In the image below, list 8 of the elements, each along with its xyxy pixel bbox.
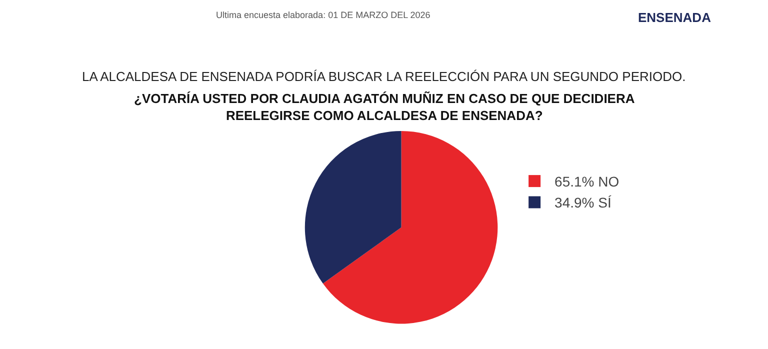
legend-label: 34.9% SÍ [554,194,612,211]
text: ENSENADA [638,10,712,25]
chart-title: LA ALCALDESA DE ENSENADA PODRÍA BUSCAR LA REELECCIÓN PARA UN SEGUNDO PERIODO. [82,69,686,84]
pie-slice [304,130,402,284]
chart-subtitle: ¿VOTARÍA USTED POR CLAUDIA AGATÓN MUÑIZ EN CASO DE QUE DECIDIERA REELEGIRSE COMO ALCALDESA DE ENSENADA? [134,91,636,123]
pie-slice [322,130,498,324]
text: Ultima encuesta elaborada: 01 DE MARZO DEL 2026 [216,10,430,20]
legend-label: 65.1% NO [554,174,620,190]
